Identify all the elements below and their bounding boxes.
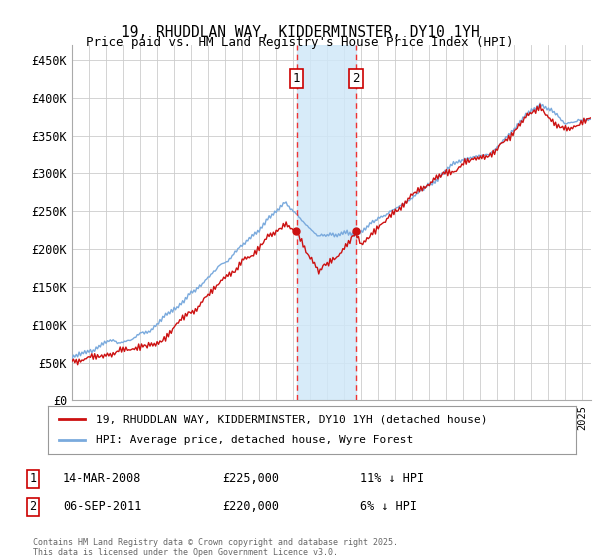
Text: 2: 2 bbox=[29, 500, 37, 514]
Text: Contains HM Land Registry data © Crown copyright and database right 2025.
This d: Contains HM Land Registry data © Crown c… bbox=[33, 538, 398, 557]
Text: 2: 2 bbox=[352, 72, 359, 85]
Text: 06-SEP-2011: 06-SEP-2011 bbox=[63, 500, 142, 514]
Text: 19, RHUDDLAN WAY, KIDDERMINSTER, DY10 1YH: 19, RHUDDLAN WAY, KIDDERMINSTER, DY10 1Y… bbox=[121, 25, 479, 40]
Text: 11% ↓ HPI: 11% ↓ HPI bbox=[360, 472, 424, 486]
Text: 19, RHUDDLAN WAY, KIDDERMINSTER, DY10 1YH (detached house): 19, RHUDDLAN WAY, KIDDERMINSTER, DY10 1Y… bbox=[95, 414, 487, 424]
Text: HPI: Average price, detached house, Wyre Forest: HPI: Average price, detached house, Wyre… bbox=[95, 435, 413, 445]
Text: £220,000: £220,000 bbox=[222, 500, 279, 514]
Text: 1: 1 bbox=[29, 472, 37, 486]
Text: 14-MAR-2008: 14-MAR-2008 bbox=[63, 472, 142, 486]
Text: Price paid vs. HM Land Registry's House Price Index (HPI): Price paid vs. HM Land Registry's House … bbox=[86, 36, 514, 49]
Text: £225,000: £225,000 bbox=[222, 472, 279, 486]
Text: 6% ↓ HPI: 6% ↓ HPI bbox=[360, 500, 417, 514]
Text: 1: 1 bbox=[293, 72, 301, 85]
